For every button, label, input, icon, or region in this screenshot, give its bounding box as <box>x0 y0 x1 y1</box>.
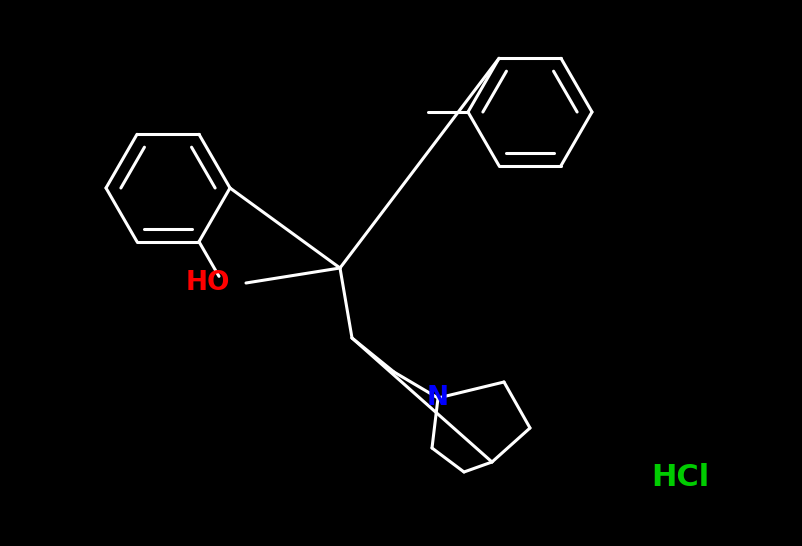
Text: HCl: HCl <box>651 464 709 492</box>
Text: HO: HO <box>186 270 230 296</box>
Text: N: N <box>427 385 449 411</box>
